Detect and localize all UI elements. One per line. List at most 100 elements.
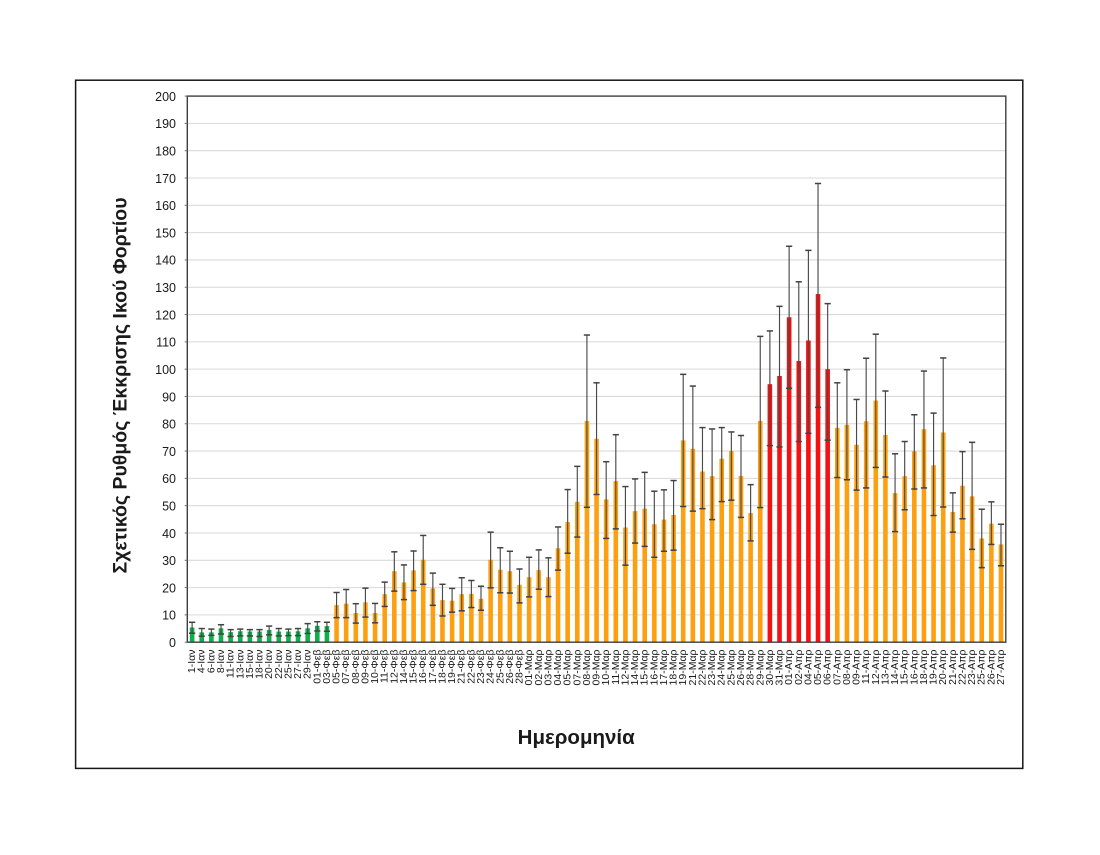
svg-text:13-Απρ: 13-Απρ bbox=[879, 649, 891, 684]
svg-text:23-Απρ: 23-Απρ bbox=[966, 649, 978, 684]
svg-text:03-Μαρ: 03-Μαρ bbox=[542, 649, 554, 685]
svg-text:15-Μαρ: 15-Μαρ bbox=[639, 649, 651, 685]
svg-text:28-Φεβ: 28-Φεβ bbox=[514, 650, 526, 684]
svg-text:09-Φεβ: 09-Φεβ bbox=[359, 650, 371, 684]
svg-text:10-Φεβ: 10-Φεβ bbox=[369, 650, 381, 684]
svg-text:11-Φεβ: 11-Φεβ bbox=[379, 650, 391, 684]
svg-text:29-Ιαν: 29-Ιαν bbox=[302, 650, 314, 679]
svg-text:22-Μαρ: 22-Μαρ bbox=[696, 649, 708, 685]
svg-text:12-Απρ: 12-Απρ bbox=[870, 649, 882, 684]
svg-text:03-Φεβ: 03-Φεβ bbox=[321, 650, 333, 684]
svg-text:18-Μαρ: 18-Μαρ bbox=[668, 649, 680, 685]
svg-text:15-Απρ: 15-Απρ bbox=[899, 649, 911, 684]
svg-text:12-Φεβ: 12-Φεβ bbox=[388, 650, 400, 684]
svg-text:6-Ιαν: 6-Ιαν bbox=[205, 650, 217, 674]
svg-text:11-Απρ: 11-Απρ bbox=[860, 649, 872, 684]
svg-text:Ημερομηνία: Ημερομηνία bbox=[518, 726, 635, 749]
svg-text:90: 90 bbox=[162, 390, 176, 404]
svg-text:16-Φεβ: 16-Φεβ bbox=[417, 650, 429, 684]
svg-text:23-Φεβ: 23-Φεβ bbox=[475, 650, 487, 684]
svg-text:01-Απρ: 01-Απρ bbox=[783, 649, 795, 684]
svg-text:50: 50 bbox=[162, 499, 176, 513]
svg-text:01-Μαρ: 01-Μαρ bbox=[523, 649, 535, 685]
svg-text:05-Απρ: 05-Απρ bbox=[812, 649, 824, 684]
svg-text:110: 110 bbox=[156, 336, 176, 350]
svg-text:130: 130 bbox=[155, 281, 176, 295]
svg-text:18-Απρ: 18-Απρ bbox=[918, 649, 930, 684]
svg-text:15-Ιαν: 15-Ιαν bbox=[244, 650, 256, 679]
svg-text:60: 60 bbox=[162, 472, 176, 486]
svg-text:02-Μαρ: 02-Μαρ bbox=[533, 649, 545, 685]
svg-text:19-Απρ: 19-Απρ bbox=[928, 649, 940, 684]
svg-text:20: 20 bbox=[162, 581, 176, 595]
svg-text:07-Απρ: 07-Απρ bbox=[831, 649, 843, 684]
svg-text:190: 190 bbox=[155, 117, 176, 131]
svg-text:25-Μαρ: 25-Μαρ bbox=[725, 649, 737, 685]
svg-text:20-Απρ: 20-Απρ bbox=[937, 649, 949, 684]
svg-text:21-Φεβ: 21-Φεβ bbox=[456, 650, 468, 684]
svg-text:30: 30 bbox=[162, 554, 176, 568]
svg-text:27-Απρ: 27-Απρ bbox=[995, 649, 1007, 684]
svg-text:12-Μαρ: 12-Μαρ bbox=[619, 649, 631, 685]
svg-text:150: 150 bbox=[155, 226, 176, 240]
svg-text:25-Απρ: 25-Απρ bbox=[976, 649, 988, 684]
svg-text:80: 80 bbox=[162, 418, 176, 432]
svg-text:25-Φεβ: 25-Φεβ bbox=[494, 650, 506, 684]
svg-text:17-Φεβ: 17-Φεβ bbox=[427, 650, 439, 684]
svg-text:14-Απρ: 14-Απρ bbox=[889, 649, 901, 684]
svg-text:18-Ιαν: 18-Ιαν bbox=[254, 650, 266, 679]
svg-text:08-Μαρ: 08-Μαρ bbox=[581, 649, 593, 685]
svg-text:10-Μαρ: 10-Μαρ bbox=[600, 649, 612, 685]
svg-text:22-Απρ: 22-Απρ bbox=[956, 649, 968, 684]
svg-text:16-Απρ: 16-Απρ bbox=[908, 649, 920, 684]
svg-text:04-Μαρ: 04-Μαρ bbox=[552, 649, 564, 685]
svg-text:23-Μαρ: 23-Μαρ bbox=[706, 649, 718, 685]
svg-text:180: 180 bbox=[155, 145, 176, 159]
svg-text:Σχετικός Ρυθμός Έκκρισης Ικού: Σχετικός Ρυθμός Έκκρισης Ικού Φορτίου bbox=[110, 197, 132, 573]
svg-text:70: 70 bbox=[162, 445, 176, 459]
svg-text:07-Μαρ: 07-Μαρ bbox=[571, 649, 583, 685]
svg-text:22-Φεβ: 22-Φεβ bbox=[465, 650, 477, 684]
svg-text:170: 170 bbox=[155, 172, 176, 186]
svg-text:24-Φεβ: 24-Φεβ bbox=[485, 650, 497, 684]
svg-text:16-Μαρ: 16-Μαρ bbox=[648, 649, 660, 685]
svg-text:200: 200 bbox=[155, 90, 176, 104]
svg-text:0: 0 bbox=[169, 636, 176, 650]
svg-text:14-Μαρ: 14-Μαρ bbox=[629, 649, 641, 685]
svg-text:17-Μαρ: 17-Μαρ bbox=[658, 649, 670, 685]
svg-text:09-Μαρ: 09-Μαρ bbox=[591, 649, 603, 685]
svg-text:26-Φεβ: 26-Φεβ bbox=[504, 650, 516, 684]
svg-text:21-Μαρ: 21-Μαρ bbox=[687, 649, 699, 685]
svg-text:09-Απρ: 09-Απρ bbox=[851, 649, 863, 684]
svg-text:29-Μαρ: 29-Μαρ bbox=[754, 649, 766, 685]
svg-text:14-Φεβ: 14-Φεβ bbox=[398, 650, 410, 684]
svg-text:24-Μαρ: 24-Μαρ bbox=[716, 649, 728, 685]
svg-text:08-Φεβ: 08-Φεβ bbox=[350, 650, 362, 684]
svg-text:19-Μαρ: 19-Μαρ bbox=[677, 649, 689, 685]
svg-text:27-Ιαν: 27-Ιαν bbox=[292, 650, 304, 679]
svg-text:02-Απρ: 02-Απρ bbox=[793, 649, 805, 684]
svg-text:11-Ιαν: 11-Ιαν bbox=[225, 650, 237, 679]
svg-text:120: 120 bbox=[155, 308, 176, 322]
svg-text:4-Ιαν: 4-Ιαν bbox=[196, 650, 208, 674]
svg-text:26-Μαρ: 26-Μαρ bbox=[735, 649, 747, 685]
svg-text:1-Ιαν: 1-Ιαν bbox=[186, 650, 198, 674]
svg-text:21-Απρ: 21-Απρ bbox=[947, 649, 959, 684]
svg-text:8-Ιαν: 8-Ιαν bbox=[215, 650, 227, 674]
svg-text:11-Μαρ: 11-Μαρ bbox=[610, 649, 622, 684]
svg-text:01-Φεβ: 01-Φεβ bbox=[311, 650, 323, 684]
svg-text:07-Φεβ: 07-Φεβ bbox=[340, 650, 352, 684]
svg-text:05-Μαρ: 05-Μαρ bbox=[562, 649, 574, 685]
svg-text:06-Απρ: 06-Απρ bbox=[822, 649, 834, 684]
svg-text:160: 160 bbox=[155, 199, 176, 213]
svg-text:04-Απρ: 04-Απρ bbox=[802, 649, 814, 684]
svg-text:28-Μαρ: 28-Μαρ bbox=[745, 649, 757, 685]
svg-text:140: 140 bbox=[155, 254, 176, 268]
svg-text:25-Ιαν: 25-Ιαν bbox=[282, 650, 294, 679]
svg-text:18-Φεβ: 18-Φεβ bbox=[436, 650, 448, 684]
svg-text:22-Ιαν: 22-Ιαν bbox=[273, 650, 285, 679]
svg-text:30-Μαρ: 30-Μαρ bbox=[764, 649, 776, 685]
svg-text:19-Φεβ: 19-Φεβ bbox=[446, 650, 458, 684]
svg-text:13-Ιαν: 13-Ιαν bbox=[234, 650, 246, 679]
svg-text:08-Απρ: 08-Απρ bbox=[841, 649, 853, 684]
